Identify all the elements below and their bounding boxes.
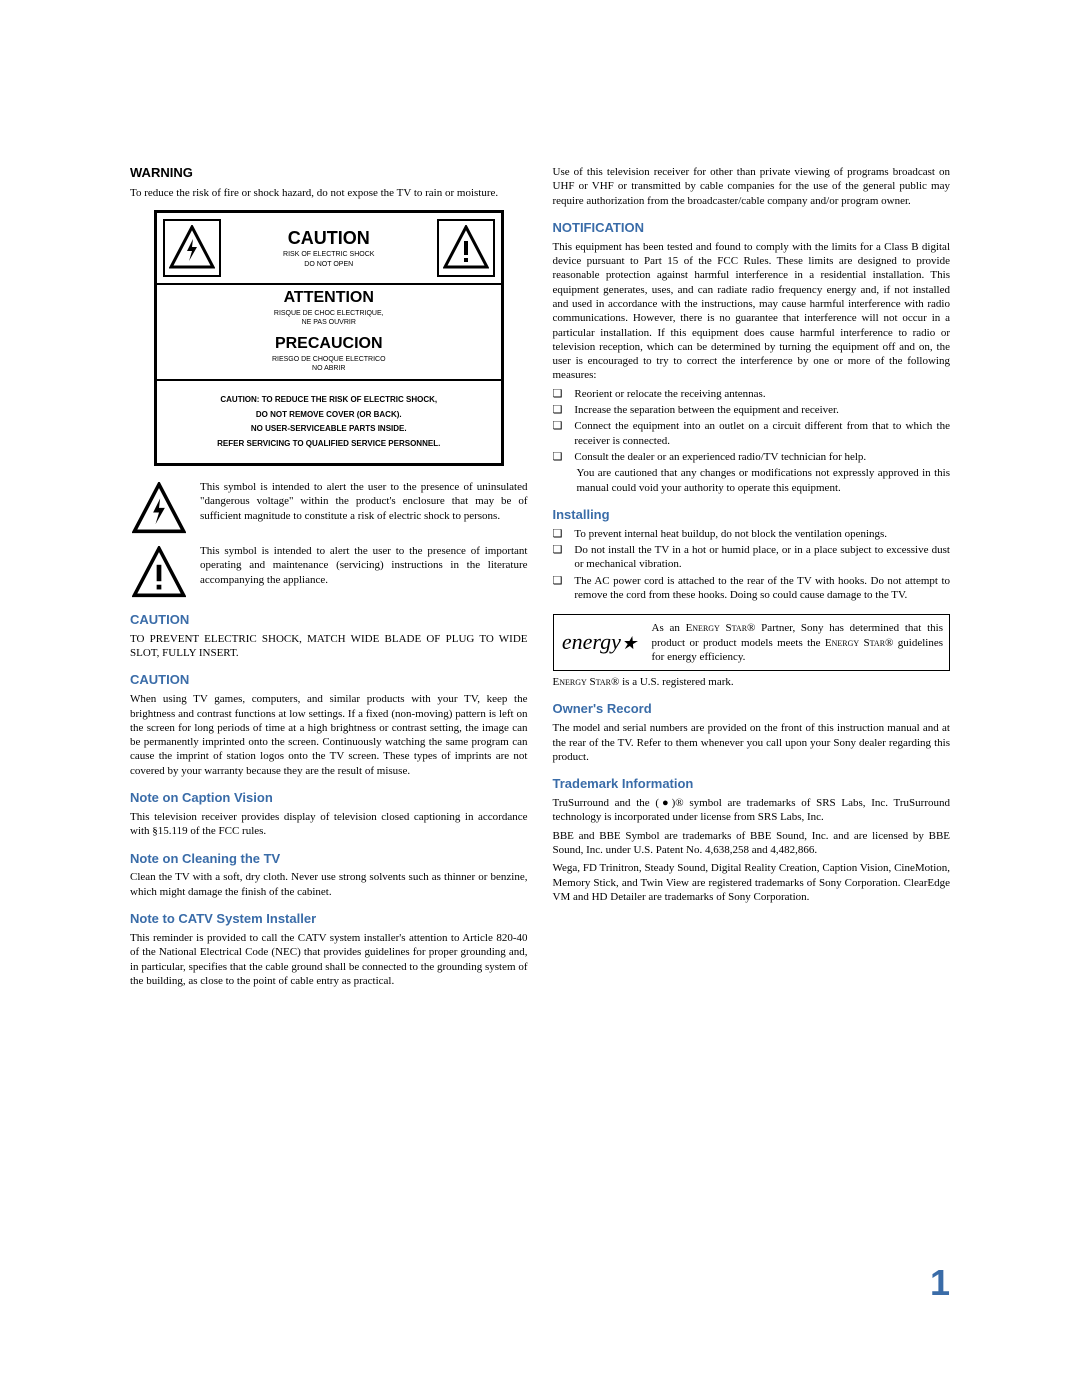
right-intro: Use of this television receiver for othe… bbox=[553, 165, 951, 208]
owners-text: The model and serial numbers are provide… bbox=[553, 721, 951, 764]
attention-sub2: NE PAS OUVRIR bbox=[157, 319, 501, 327]
install-item-text: The AC power cord is attached to the rea… bbox=[574, 574, 950, 603]
page-number: 1 bbox=[930, 1260, 950, 1307]
symbol1-text: This symbol is intended to alert the use… bbox=[200, 480, 528, 523]
caution2-heading: CAUTION bbox=[130, 672, 528, 689]
notif-item-text: Connect the equipment into an outlet on … bbox=[574, 419, 950, 448]
symbol2-text: This symbol is intended to alert the use… bbox=[200, 544, 528, 587]
energy-star-text: As an Energy Star® Partner, Sony has det… bbox=[652, 621, 944, 664]
energy-star-logo: energy★ bbox=[560, 628, 640, 657]
exclaim-triangle-icon bbox=[130, 544, 188, 600]
precaucion-sub2: NO ABRIR bbox=[157, 365, 501, 373]
install-item: The AC power cord is attached to the rea… bbox=[553, 574, 951, 603]
attention-block: ATTENTION RISQUE DE CHOC ELECTRIQUE, NE … bbox=[157, 285, 501, 331]
energy-star-note: Energy Star® is a U.S. registered mark. bbox=[553, 675, 951, 689]
install-item-text: To prevent internal heat buildup, do not… bbox=[574, 527, 950, 541]
notification-text: This equipment has been tested and found… bbox=[553, 240, 951, 383]
installing-list: To prevent internal heat buildup, do not… bbox=[553, 527, 951, 602]
catv-heading: Note to CATV System Installer bbox=[130, 911, 528, 928]
owners-heading: Owner's Record bbox=[553, 701, 951, 718]
notif-item-text: Reorient or relocate the receiving anten… bbox=[574, 387, 950, 401]
caution-bottom-1: CAUTION: TO REDUCE THE RISK OF ELECTRIC … bbox=[167, 393, 491, 407]
notif-tail: You are cautioned that any changes or mo… bbox=[553, 466, 951, 495]
caution-bottom-4: REFER SERVICING TO QUALIFIED SERVICE PER… bbox=[167, 437, 491, 451]
precaucion-block: PRECAUCION RIESGO DE CHOQUE ELECTRICO NO… bbox=[157, 331, 501, 382]
install-item: To prevent internal heat buildup, do not… bbox=[553, 527, 951, 541]
install-item: Do not install the TV in a hot or humid … bbox=[553, 543, 951, 572]
warning-text: To reduce the risk of fire or shock haza… bbox=[130, 186, 528, 200]
caution-sub1: RISK OF ELECTRIC SHOCK bbox=[227, 251, 431, 259]
caution-sub2: DO NOT OPEN bbox=[227, 261, 431, 269]
caution1-heading: CAUTION bbox=[130, 612, 528, 629]
attention-title: ATTENTION bbox=[157, 288, 501, 309]
precaucion-sub1: RIESGO DE CHOQUE ELECTRICO bbox=[157, 356, 501, 364]
content-columns: WARNING To reduce the risk of fire or sh… bbox=[130, 165, 950, 992]
exclaim-icon bbox=[437, 219, 495, 277]
installing-heading: Installing bbox=[553, 507, 951, 524]
caution-bottom: CAUTION: TO REDUCE THE RISK OF ELECTRIC … bbox=[157, 381, 501, 463]
left-column: WARNING To reduce the risk of fire or sh… bbox=[130, 165, 528, 992]
notif-item: Consult the dealer or an experienced rad… bbox=[553, 450, 951, 464]
notif-item-text: Increase the separation between the equi… bbox=[574, 403, 950, 417]
notif-item-text: Consult the dealer or an experienced rad… bbox=[574, 450, 950, 464]
notif-item: Connect the equipment into an outlet on … bbox=[553, 419, 951, 448]
caution-bottom-3: NO USER-SERVICEABLE PARTS INSIDE. bbox=[167, 422, 491, 436]
caution1-text: TO PREVENT ELECTRIC SHOCK, MATCH WIDE BL… bbox=[130, 632, 528, 661]
right-column: Use of this television receiver for othe… bbox=[553, 165, 951, 992]
cleaning-text: Clean the TV with a soft, dry cloth. Nev… bbox=[130, 870, 528, 899]
caution-center: CAUTION RISK OF ELECTRIC SHOCK DO NOT OP… bbox=[227, 219, 431, 277]
symbol-row-2: This symbol is intended to alert the use… bbox=[130, 544, 528, 600]
trademark-p1: TruSurround and the (●)® symbol are trad… bbox=[553, 796, 951, 825]
caption-heading: Note on Caption Vision bbox=[130, 790, 528, 807]
warning-heading: WARNING bbox=[130, 165, 528, 182]
shock-triangle-icon bbox=[130, 480, 188, 536]
catv-text: This reminder is provided to call the CA… bbox=[130, 931, 528, 988]
attention-sub1: RISQUE DE CHOC ELECTRIQUE, bbox=[157, 310, 501, 318]
install-item-text: Do not install the TV in a hot or humid … bbox=[574, 543, 950, 572]
caution-box-top: CAUTION RISK OF ELECTRIC SHOCK DO NOT OP… bbox=[157, 213, 501, 285]
notif-item: Increase the separation between the equi… bbox=[553, 403, 951, 417]
shock-icon bbox=[163, 219, 221, 277]
precaucion-title: PRECAUCION bbox=[157, 334, 501, 355]
trademark-p3: Wega, FD Trinitron, Steady Sound, Digita… bbox=[553, 861, 951, 904]
cleaning-heading: Note on Cleaning the TV bbox=[130, 851, 528, 868]
caution-bottom-2: DO NOT REMOVE COVER (OR BACK). bbox=[167, 408, 491, 422]
trademark-p2: BBE and BBE Symbol are trademarks of BBE… bbox=[553, 829, 951, 858]
caution2-text: When using TV games, computers, and simi… bbox=[130, 692, 528, 778]
notification-list: Reorient or relocate the receiving anten… bbox=[553, 387, 951, 464]
energy-star-box: energy★ As an Energy Star® Partner, Sony… bbox=[553, 614, 951, 671]
notification-heading: NOTIFICATION bbox=[553, 220, 951, 237]
caution-box: CAUTION RISK OF ELECTRIC SHOCK DO NOT OP… bbox=[154, 210, 504, 466]
caption-text: This television receiver provides displa… bbox=[130, 810, 528, 839]
symbol-row-1: This symbol is intended to alert the use… bbox=[130, 480, 528, 536]
caution-title: CAUTION bbox=[227, 227, 431, 250]
trademark-heading: Trademark Information bbox=[553, 776, 951, 793]
notif-item: Reorient or relocate the receiving anten… bbox=[553, 387, 951, 401]
